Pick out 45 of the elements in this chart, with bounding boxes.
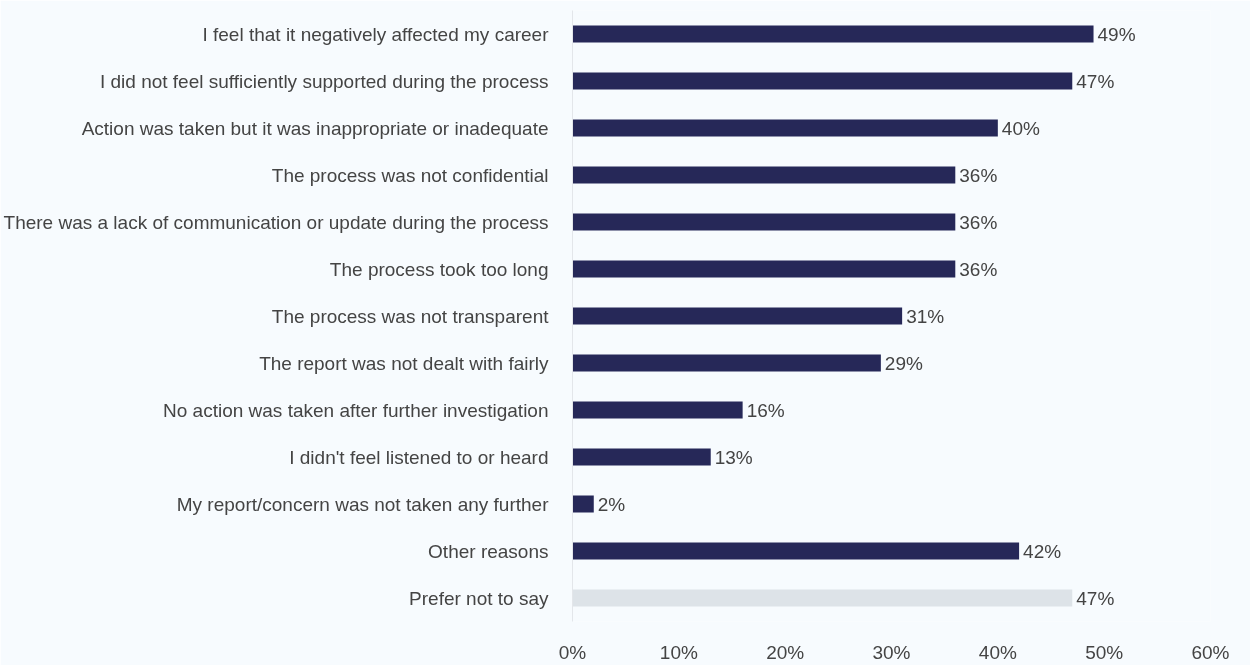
data-label: 36%	[959, 211, 998, 233]
data-label: 36%	[959, 258, 998, 280]
y-tick-label: The process took too long	[329, 258, 549, 280]
data-label: 13%	[714, 446, 753, 468]
x-tick-label: 30%	[872, 641, 911, 663]
x-tick-label: 10%	[659, 641, 698, 663]
y-tick-label: Other reasons	[428, 540, 549, 562]
bar	[572, 119, 998, 137]
y-tick-label: I didn't feel listened to or heard	[289, 446, 549, 468]
y-tick-label: I did not feel sufficiently supported during the process	[99, 70, 549, 92]
data-label: 49%	[1097, 23, 1136, 45]
x-tick-label: 50%	[1085, 641, 1124, 663]
y-tick-label: The process was not transparent	[271, 305, 550, 327]
bar	[572, 307, 903, 325]
bar	[572, 213, 956, 231]
bar	[572, 166, 956, 184]
bar	[572, 542, 1020, 560]
data-label: 47%	[1076, 587, 1115, 609]
y-tick-label: There was a lack of communication or update during the process	[3, 211, 549, 233]
y-tick-label: Action was taken but it was inappropriate or inadequate	[81, 117, 549, 139]
y-tick-label: My report/concern was not taken any further	[176, 493, 550, 515]
x-tick-label: 40%	[978, 641, 1017, 663]
data-label: 16%	[746, 399, 785, 421]
x-tick-label: 0%	[558, 641, 587, 663]
y-tick-label: No action was taken after further investigation	[163, 399, 549, 421]
y-tick-label: The report was not dealt with fairly	[259, 352, 549, 374]
data-label: 40%	[1001, 117, 1040, 139]
x-tick-label: 20%	[766, 641, 805, 663]
data-label: 31%	[906, 305, 945, 327]
y-tick-label: Prefer not to say	[409, 587, 549, 609]
bar	[572, 72, 1073, 90]
y-tick-label: The process was not confidential	[271, 164, 549, 186]
data-label: 42%	[1023, 540, 1062, 562]
bar	[572, 260, 956, 278]
data-label: 36%	[959, 164, 998, 186]
bar	[572, 495, 594, 513]
x-tick-label: 60%	[1191, 641, 1230, 663]
data-label: 29%	[884, 352, 923, 374]
bar	[572, 25, 1094, 43]
bar	[572, 401, 743, 419]
bar	[572, 354, 881, 372]
bar	[572, 448, 711, 466]
data-label: 2%	[597, 493, 626, 515]
y-tick-label: I feel that it negatively affected my career	[202, 23, 550, 45]
data-label: 47%	[1076, 70, 1115, 92]
